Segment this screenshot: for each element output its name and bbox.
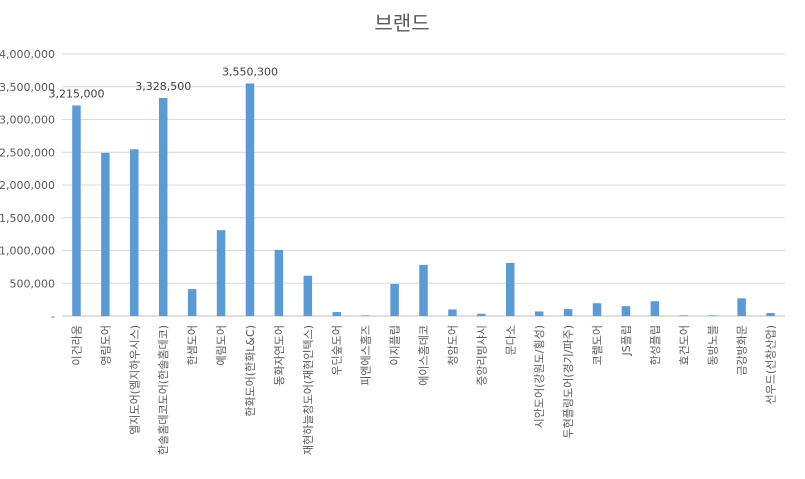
x-category-label: 금강방화문 bbox=[736, 325, 749, 376]
bar bbox=[245, 83, 255, 316]
x-category-label: 한샘도어 bbox=[186, 325, 199, 365]
bar bbox=[216, 230, 226, 316]
x-category-label: 청암도어 bbox=[446, 325, 459, 365]
bar bbox=[303, 275, 313, 316]
bar bbox=[448, 309, 457, 316]
x-category-label: 동방노블 bbox=[707, 325, 720, 365]
bar bbox=[766, 313, 775, 316]
bar bbox=[274, 249, 284, 316]
bars bbox=[72, 83, 775, 317]
x-category-label: 선우드(선창산업) bbox=[765, 325, 778, 404]
bar bbox=[72, 105, 81, 316]
bar bbox=[737, 298, 746, 316]
y-tick-label: 4,000,000 bbox=[0, 48, 55, 61]
bar bbox=[332, 312, 341, 316]
x-category-label: 문다소 bbox=[504, 325, 517, 355]
x-category-label: 시안도어(강원도/횡성) bbox=[533, 325, 546, 428]
bar bbox=[477, 313, 486, 316]
bar bbox=[158, 97, 168, 317]
y-tick-label: 1,500,000 bbox=[0, 212, 55, 225]
x-category-label: 엘지도어(엘지하우시스) bbox=[127, 325, 141, 435]
x-category-label: 피엔에스홈즈 bbox=[359, 325, 373, 386]
bar bbox=[534, 311, 544, 316]
bar bbox=[506, 262, 515, 316]
bar bbox=[187, 289, 197, 316]
chart-title: 브랜드 bbox=[374, 11, 429, 35]
data-label: 3,328,500 bbox=[135, 80, 191, 93]
bar bbox=[592, 303, 602, 316]
x-axis-categories: 이건라움 영림도어 엘지도어(엘지하우시스) 한솔홈데코도어(한솔홈데코) 한샘도어 예림… bbox=[70, 325, 777, 455]
bar bbox=[419, 264, 428, 316]
x-category-label: 두현플링도어(경기/파주) bbox=[562, 325, 575, 439]
x-category-label: 한솔홈데코도어(한솔홈데코) bbox=[156, 325, 170, 455]
x-category-label: 재현하늘창도어(재현인텍스) bbox=[301, 325, 315, 455]
x-category-label: 우딘숲도어 bbox=[331, 325, 344, 376]
bar bbox=[390, 283, 399, 316]
data-label: 3,215,000 bbox=[48, 87, 104, 100]
x-category-label: 영림도어 bbox=[99, 325, 112, 365]
x-category-label: 이건라움 bbox=[70, 325, 83, 365]
x-category-label: 예림도어 bbox=[215, 325, 228, 365]
bar bbox=[130, 149, 139, 316]
y-tick-label: - bbox=[51, 310, 55, 323]
y-tick-label: 3,000,000 bbox=[0, 114, 55, 127]
data-label: 3,550,300 bbox=[222, 65, 278, 78]
x-category-label: 에이스홈데코 bbox=[417, 325, 431, 386]
x-category-label: 코렐도어 bbox=[591, 325, 604, 365]
x-category-label: 이지플립 bbox=[389, 325, 402, 365]
bar bbox=[361, 315, 370, 316]
bar bbox=[563, 309, 573, 316]
bar bbox=[650, 301, 660, 316]
y-tick-label: 2,000,000 bbox=[0, 179, 55, 192]
bar bbox=[621, 306, 631, 316]
x-category-label: 동화자연도어 bbox=[273, 325, 286, 386]
bar bbox=[679, 315, 689, 316]
x-category-label: 한화도어(한화L&C) bbox=[244, 325, 257, 417]
x-category-label: 효건도어 bbox=[678, 325, 691, 365]
y-axis-ticks: - 500,000 1,000,000 1,500,000 2,000,000 2,500… bbox=[0, 48, 55, 323]
y-tick-label: 2,500,000 bbox=[0, 146, 55, 159]
data-labels: 3,215,000 3,328,500 3,550,300 bbox=[48, 65, 278, 100]
x-category-label: 한성플립 bbox=[649, 325, 662, 365]
y-tick-label: 500,000 bbox=[10, 277, 56, 290]
x-category-label: JS플립 bbox=[620, 325, 633, 356]
y-tick-label: 3,500,000 bbox=[0, 81, 55, 94]
x-category-label: 중앙리빙샤시 bbox=[475, 325, 488, 386]
bar bbox=[708, 315, 717, 316]
y-tick-label: 1,000,000 bbox=[0, 245, 55, 258]
bar bbox=[101, 152, 110, 316]
